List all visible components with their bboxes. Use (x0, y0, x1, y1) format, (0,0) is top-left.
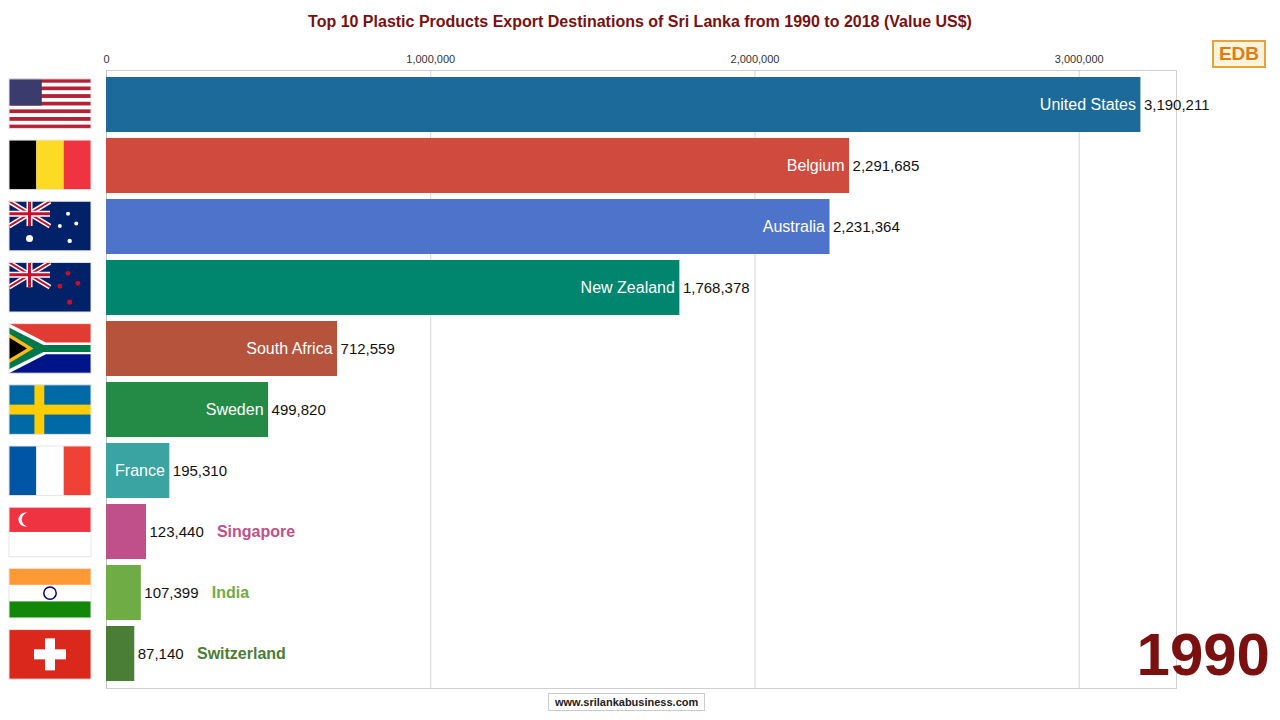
svg-text:Sweden: Sweden (206, 401, 264, 418)
html-text:Top 10 Plastic Products Export: Top 10 Plastic Products Export Destinati… (308, 13, 972, 30)
html-text:1990: 1990 (1136, 621, 1270, 688)
svg-text:India: India (212, 584, 249, 601)
svg-text:Belgium: Belgium (787, 157, 845, 174)
svg-text:Switzerland: Switzerland (197, 645, 286, 662)
svg-text:3,000,000: 3,000,000 (1055, 53, 1104, 65)
svg-text:New Zealand: New Zealand (581, 279, 675, 296)
svg-text:195,310: 195,310 (173, 462, 227, 479)
svg-text:France: France (115, 462, 165, 479)
svg-text:Singapore: Singapore (217, 523, 295, 540)
svg-text:123,440: 123,440 (150, 523, 204, 540)
svg-text:2,291,685: 2,291,685 (853, 157, 920, 174)
svg-text:712,559: 712,559 (341, 340, 395, 357)
svg-text:2,000,000: 2,000,000 (731, 53, 780, 65)
svg-text:107,399: 107,399 (144, 584, 198, 601)
svg-text:South Africa: South Africa (246, 340, 332, 357)
svg-text:3,190,211: 3,190,211 (1144, 96, 1210, 113)
svg-text:0: 0 (103, 53, 109, 65)
svg-text:Australia: Australia (763, 218, 825, 235)
svg-text:1,000,000: 1,000,000 (406, 53, 455, 65)
svg-text:87,140: 87,140 (138, 645, 184, 662)
html-text:www.srilankabusiness.com: www.srilankabusiness.com (555, 696, 699, 708)
svg-text:United States: United States (1040, 96, 1136, 113)
html-text:EDB: EDB (1218, 43, 1260, 64)
svg-text:2,231,364: 2,231,364 (833, 218, 900, 235)
svg-text:499,820: 499,820 (272, 401, 326, 418)
svg-text:1,768,378: 1,768,378 (683, 279, 750, 296)
